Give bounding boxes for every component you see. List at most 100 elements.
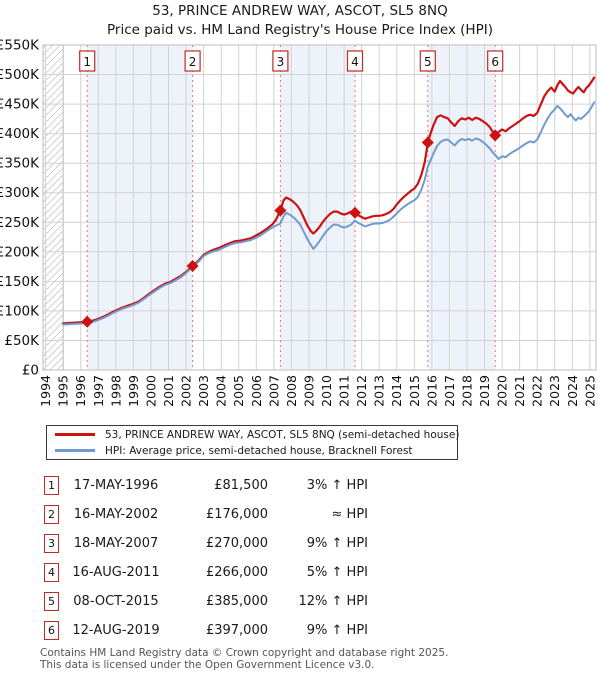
table-row: 1 17-MAY-1996 £81,500 3% ↑ HPI	[44, 471, 368, 500]
x-tick-label: 1998	[108, 375, 123, 407]
legend-row-hpi: HPI: Average price, semi-detached house,…	[47, 443, 457, 459]
sale-point-diamond	[489, 129, 502, 142]
x-tick-label: 1997	[91, 375, 106, 407]
no-data-hatch	[43, 45, 64, 370]
legend-label-hpi: HPI: Average price, semi-detached house,…	[105, 444, 413, 457]
y-tick-label: £100K	[0, 303, 40, 319]
table-row: 6 12-AUG-2019 £397,000 9% ↑ HPI	[44, 616, 368, 645]
sale-date: 16-MAY-2002	[73, 507, 159, 522]
y-tick-label: £300K	[0, 185, 40, 201]
sale-number-box	[184, 50, 201, 72]
x-tick-label: 2016	[424, 375, 439, 407]
x-tick-label: 2001	[161, 375, 176, 407]
y-tick-label: £350K	[0, 156, 40, 172]
x-tick-label: 2007	[266, 375, 281, 407]
sale-hpi-comparison: 3% ↑ HPI	[306, 478, 368, 493]
sale-number-badge: 4	[44, 563, 59, 582]
sale-price: £397,000	[205, 623, 268, 638]
x-tick-label: 2010	[319, 375, 334, 407]
table-row: 5 08-OCT-2015 £385,000 12% ↑ HPI	[44, 587, 368, 616]
x-tick-label: 2011	[337, 375, 352, 407]
sales-table: 1 17-MAY-1996 £81,500 3% ↑ HPI 2 16-MAY-…	[44, 471, 368, 645]
x-tick-label: 2013	[372, 375, 387, 407]
x-tick-label: 1996	[73, 375, 88, 407]
sale-point-diamond	[421, 136, 434, 149]
sale-hpi-comparison: ≈ HPI	[331, 507, 368, 522]
x-tick-label: 2020	[495, 375, 510, 407]
x-tick-label: 2005	[231, 375, 246, 407]
ownership-band	[280, 45, 355, 370]
y-tick-label: £0	[22, 363, 39, 379]
sale-number: 1	[83, 55, 91, 69]
sale-number-badge: 6	[44, 621, 59, 640]
table-row: 4 16-AUG-2011 £266,000 5% ↑ HPI	[44, 558, 368, 587]
license-note: Contains HM Land Registry data © Crown c…	[40, 647, 449, 671]
sale-number: 4	[351, 55, 359, 69]
x-tick-label: 2017	[442, 375, 457, 407]
sale-number-badge: 2	[44, 505, 59, 524]
sale-number-box	[346, 50, 364, 72]
price-history-chart: 1 2 3 4 5 6 £0 £50K £100K £150K £200K £250K £300K £35…	[0, 38, 597, 407]
x-tick-label: 2002	[179, 375, 194, 407]
sale-date: 18-MAY-2007	[73, 536, 159, 551]
table-row: 2 16-MAY-2002 £176,000 ≈ HPI	[44, 500, 368, 529]
legend-row-price: 53, PRINCE ANDREW WAY, ASCOT, SL5 8NQ (s…	[47, 427, 460, 443]
sale-price: £81,500	[214, 478, 268, 493]
x-tick-label: 2009	[302, 375, 317, 407]
table-row: 3 18-MAY-2007 £270,000 9% ↑ HPI	[44, 529, 368, 558]
x-tick-label: 1999	[126, 375, 141, 407]
y-tick-label: £500K	[0, 67, 40, 83]
sale-date: 08-OCT-2015	[73, 594, 159, 609]
y-tick-label: £450K	[0, 97, 40, 113]
x-tick-label: 2006	[249, 375, 264, 407]
sale-point-diamond	[81, 315, 94, 328]
x-tick-label: 2004	[214, 375, 229, 407]
x-tick-label: 2000	[144, 375, 159, 407]
x-tick-label: 2025	[582, 375, 597, 407]
sale-date: 17-MAY-1996	[73, 478, 159, 493]
sale-price: £270,000	[205, 536, 268, 551]
hpi-line	[62, 101, 596, 326]
ownership-band	[427, 45, 496, 370]
y-tick-label: £250K	[0, 215, 40, 231]
sale-price: £176,000	[205, 507, 268, 522]
sale-date: 12-AUG-2019	[72, 623, 160, 638]
x-tick-label: 1994	[38, 375, 53, 407]
x-tick-label: 2021	[512, 375, 527, 407]
x-tick-label: 2008	[284, 375, 299, 407]
sale-number-badge: 3	[44, 534, 59, 553]
license-line1: Contains HM Land Registry data © Crown c…	[40, 647, 449, 659]
ownership-band	[87, 45, 193, 370]
x-tick-label: 2015	[407, 375, 422, 407]
sale-number-box	[487, 50, 504, 72]
chart-subtitle: Price paid vs. HM Land Registry's House …	[107, 22, 493, 38]
x-tick-label: 2024	[565, 375, 580, 407]
y-tick-label: £400K	[0, 126, 40, 142]
chart-legend: 53, PRINCE ANDREW WAY, ASCOT, SL5 8NQ (s…	[46, 425, 460, 460]
sale-hpi-comparison: 12% ↑ HPI	[298, 594, 368, 609]
hpi-line-swatch	[55, 449, 95, 452]
sale-number: 3	[277, 55, 285, 69]
sale-number-box	[79, 50, 96, 72]
sale-point-diamond	[186, 260, 199, 272]
x-tick-label: 2019	[477, 375, 492, 407]
y-tick-label: £200K	[0, 244, 40, 260]
sale-number-badge: 5	[44, 592, 59, 611]
x-tick-label: 1995	[56, 375, 71, 407]
x-tick-label: 2012	[354, 375, 369, 407]
sale-point-diamond	[274, 204, 287, 217]
price-paid-line	[62, 76, 596, 325]
x-tick-label: 2018	[460, 375, 475, 407]
sale-number-box	[272, 50, 289, 72]
sale-price: £385,000	[205, 594, 268, 609]
sale-hpi-comparison: 9% ↑ HPI	[306, 623, 368, 638]
price-line-swatch	[55, 433, 95, 436]
sale-hpi-comparison: 9% ↑ HPI	[306, 536, 368, 551]
sale-number: 2	[189, 55, 197, 69]
legend-label-price: 53, PRINCE ANDREW WAY, ASCOT, SL5 8NQ (s…	[105, 428, 460, 441]
chart-title: 53, PRINCE ANDREW WAY, ASCOT, SL5 8NQ	[152, 3, 448, 19]
x-tick-label: 2023	[547, 375, 562, 407]
license-line2: This data is licensed under the Open Gov…	[40, 658, 375, 671]
sale-date: 16-AUG-2011	[72, 565, 160, 580]
